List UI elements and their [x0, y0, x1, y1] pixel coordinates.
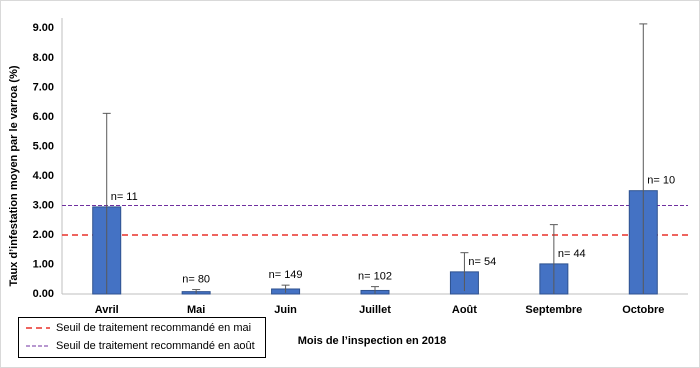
x-tick-label: Juillet: [359, 304, 391, 316]
x-tick-label: Avril: [95, 304, 119, 316]
x-tick-label: Août: [452, 304, 477, 316]
y-tick-label: 4.00: [33, 170, 54, 182]
y-tick-label: 5.00: [33, 140, 54, 152]
annotation: n= 44: [558, 248, 586, 260]
annotation: n= 80: [182, 273, 210, 285]
y-tick-label: 2.00: [33, 229, 54, 241]
x-tick-label: Juin: [274, 304, 297, 316]
annotation: n= 149: [269, 269, 303, 281]
legend-label: Seuil de traitement recommandé en août: [56, 340, 255, 352]
y-tick-label: 1.00: [33, 258, 54, 270]
y-axis-title: Taux d’infestation moyen par le varroa (…: [8, 65, 20, 286]
annotation: n= 10: [647, 175, 675, 187]
annotation: n= 102: [358, 271, 392, 283]
x-tick-label: Octobre: [622, 304, 664, 316]
y-tick-label: 0.00: [33, 288, 54, 300]
x-axis-title: Mois de l’inspection en 2018: [298, 335, 447, 347]
annotation: n= 54: [468, 256, 496, 268]
annotation: n= 11: [111, 191, 138, 203]
legend-box: [18, 317, 266, 358]
y-tick-label: 7.00: [33, 81, 54, 93]
x-tick-label: Mai: [187, 304, 205, 316]
y-tick-label: 8.00: [33, 52, 54, 64]
y-tick-label: 6.00: [33, 111, 54, 123]
y-tick-label: 3.00: [33, 199, 54, 211]
y-tick-label: 9.00: [33, 22, 54, 34]
legend-label: Seuil de traitement recommandé en mai: [56, 322, 251, 334]
x-tick-label: Septembre: [525, 304, 582, 316]
